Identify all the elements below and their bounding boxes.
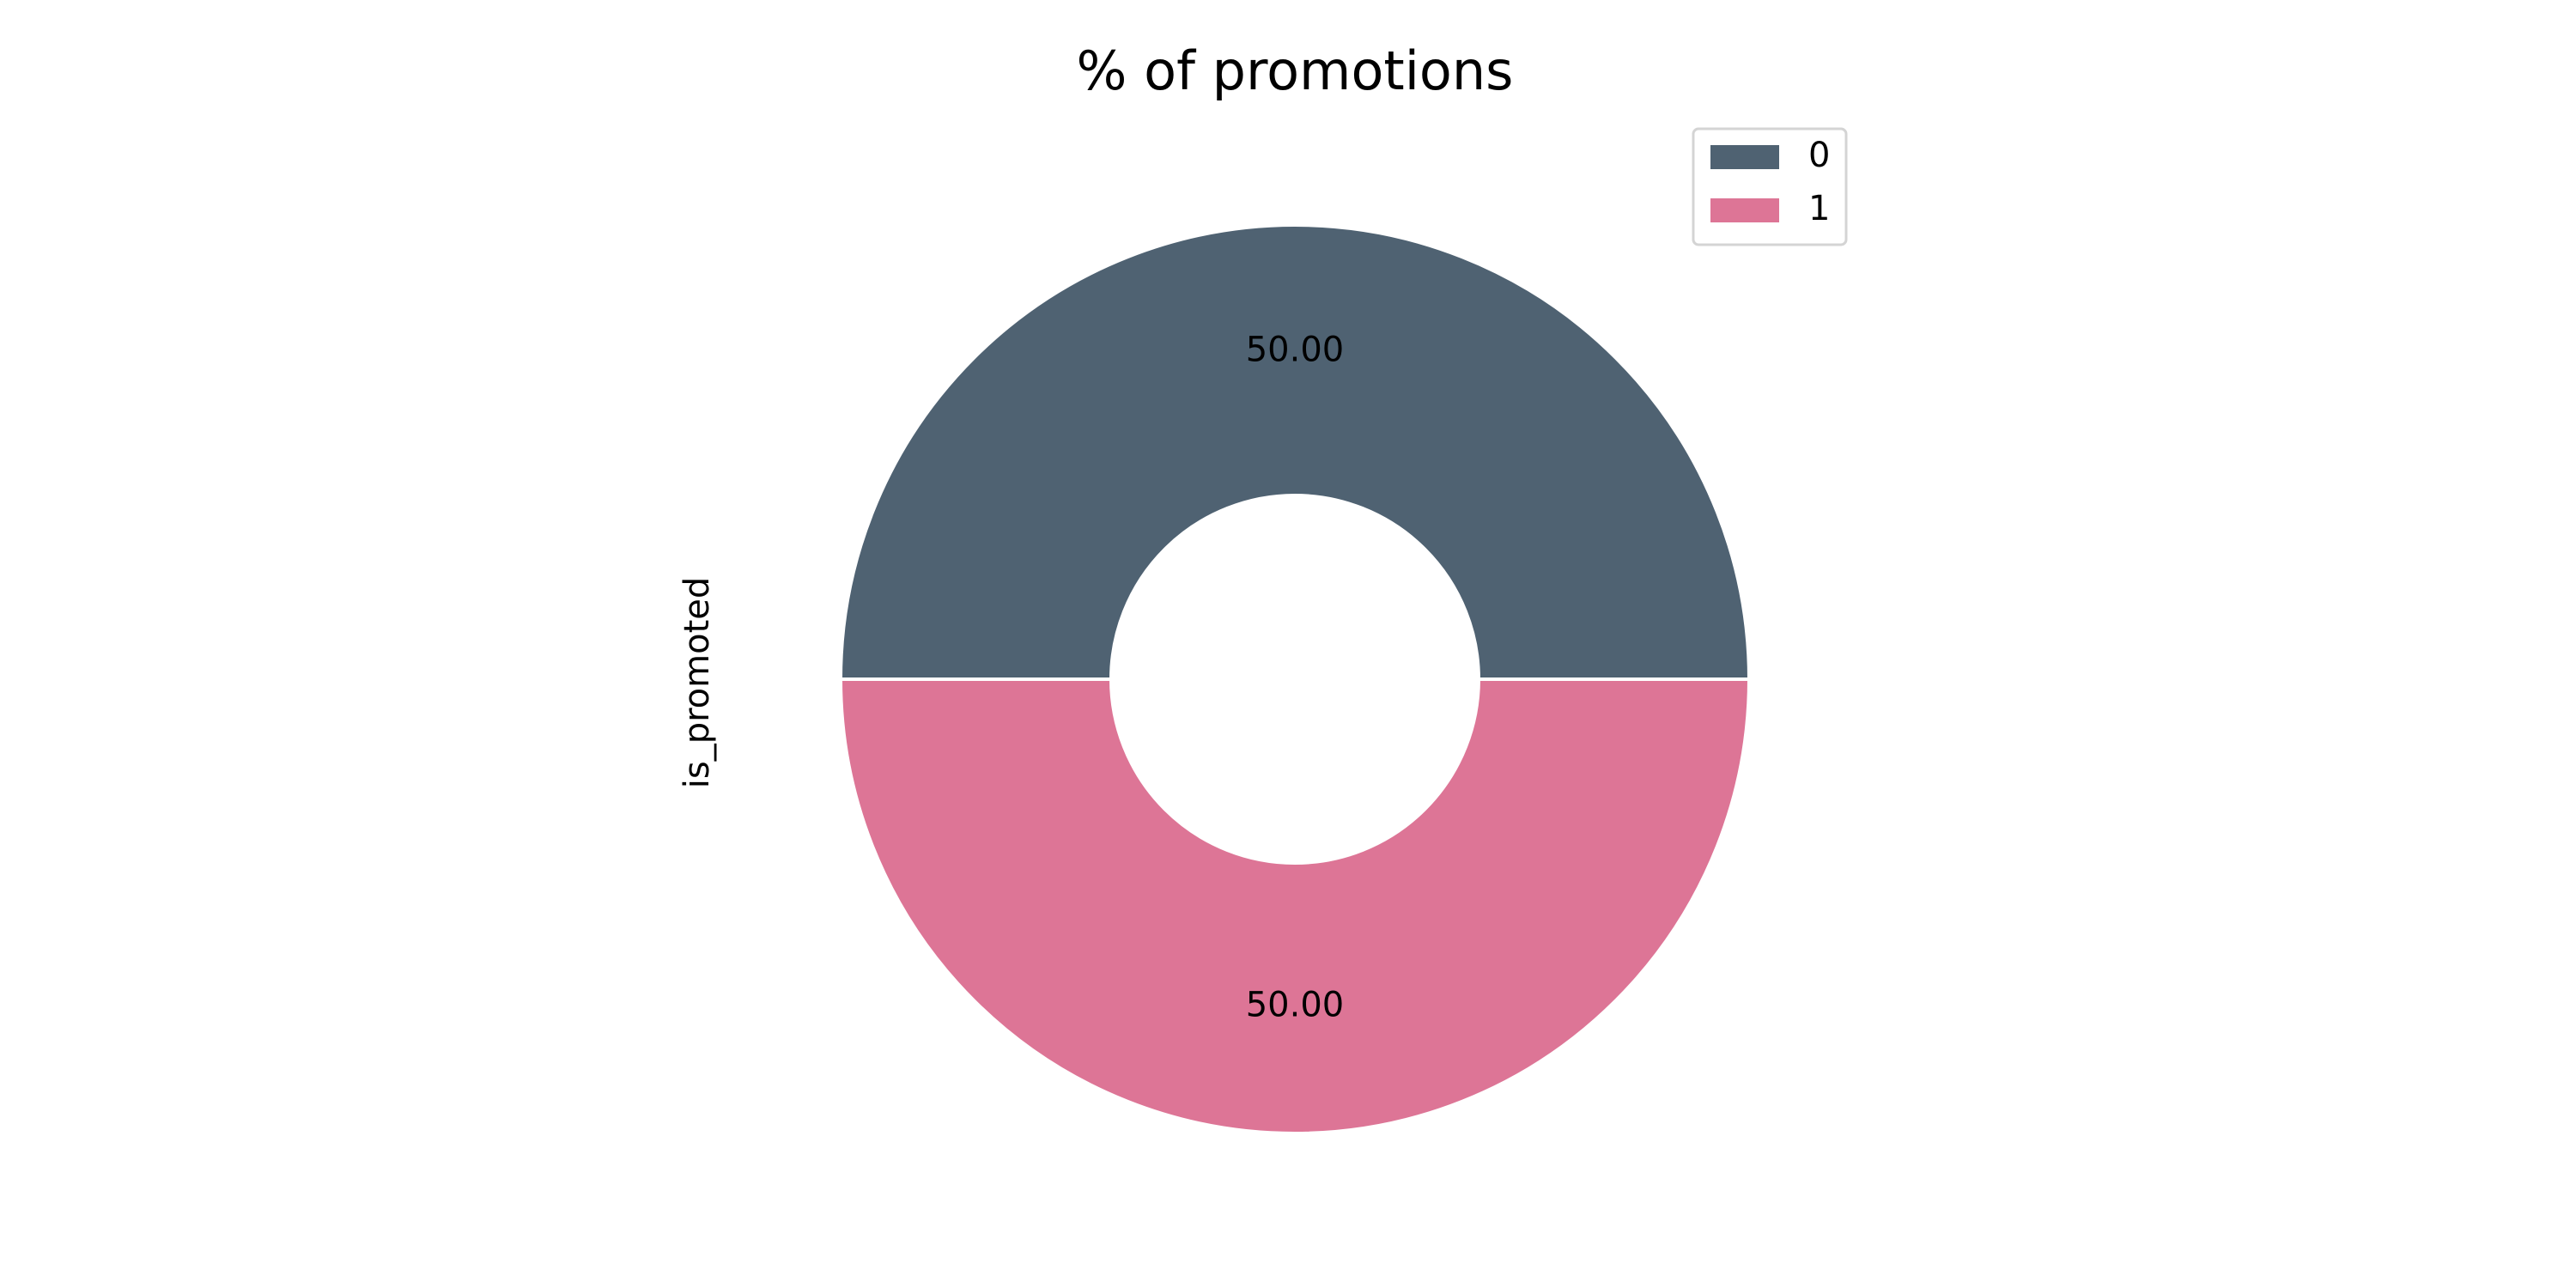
pie-slice-1 xyxy=(838,677,1752,1135)
legend-label-0: 0 xyxy=(1808,136,1830,175)
legend-swatch-0 xyxy=(1710,145,1779,169)
legend-swatch-1 xyxy=(1710,198,1779,222)
y-axis-label: is_promoted xyxy=(677,577,717,789)
legend-label-1: 1 xyxy=(1808,189,1830,228)
slice-value-label-1: 50.00 xyxy=(1246,986,1345,1025)
pie-value-labels: 50.00 50.00 xyxy=(1246,331,1345,1025)
pie-slice-0 xyxy=(838,223,1752,681)
slice-value-label-0: 50.00 xyxy=(1246,331,1345,370)
legend: 01 xyxy=(1692,127,1848,246)
chart-title: % of promotions xyxy=(1077,39,1514,102)
pie-slices xyxy=(838,223,1752,1135)
